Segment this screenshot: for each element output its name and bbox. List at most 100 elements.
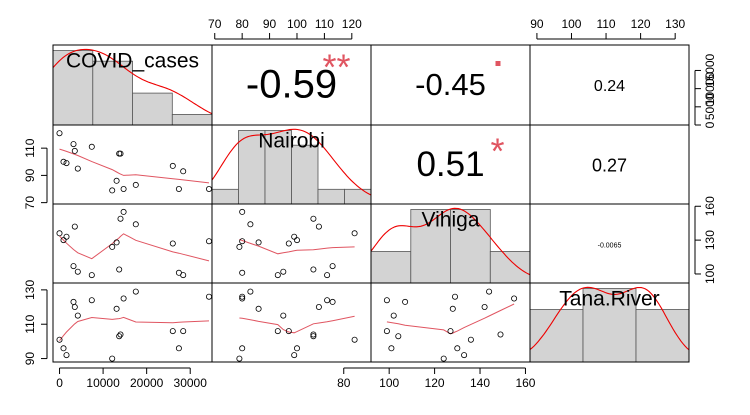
data-point [180, 272, 187, 279]
data-point [481, 303, 488, 310]
data-point [74, 165, 81, 172]
smooth-line [239, 239, 355, 255]
data-point [169, 328, 176, 335]
tick-label: 110 [23, 138, 37, 157]
tick-label: 90 [263, 17, 277, 31]
data-point [310, 331, 317, 338]
histogram-bar [529, 309, 584, 363]
tick-label: 80 [337, 376, 351, 390]
histogram-bar [92, 60, 134, 126]
data-point [239, 345, 246, 352]
histogram-panel-Vihiga: Vihiga [370, 207, 531, 284]
histogram-bar [211, 188, 239, 205]
data-point [71, 303, 78, 310]
tick-label: 30000 [174, 376, 208, 390]
data-point [169, 240, 176, 247]
correlation-value: -0.45 [415, 67, 486, 102]
histogram-panel-COVID_cases: COVID_cases [52, 48, 213, 126]
data-point [117, 215, 124, 222]
data-point [467, 336, 474, 343]
data-point [56, 130, 63, 137]
histogram-bar [171, 114, 213, 126]
histogram-bar [132, 92, 173, 126]
data-point [236, 243, 243, 250]
tick-label: 120 [425, 376, 445, 390]
panel-frame [52, 203, 213, 284]
data-point [56, 230, 63, 237]
data-point [132, 181, 139, 188]
scatter-panel-Nairobi-vs-COVID_cases [56, 130, 212, 194]
data-point [388, 345, 395, 352]
data-point [60, 237, 67, 244]
data-point [132, 221, 139, 228]
data-point [70, 263, 77, 270]
data-point [280, 312, 287, 319]
tick-label: 140 [470, 376, 490, 390]
data-point [116, 333, 123, 340]
data-point [383, 297, 390, 304]
histogram-bar [317, 188, 345, 205]
histogram-bar [370, 251, 412, 284]
data-point [236, 355, 243, 362]
data-point [329, 298, 336, 305]
tick-label: 5000 [703, 93, 717, 120]
data-point [120, 185, 127, 192]
data-point [310, 266, 317, 273]
data-point [274, 328, 281, 335]
data-point [315, 223, 322, 230]
data-point [247, 221, 254, 228]
data-point [255, 305, 262, 312]
data-point [60, 158, 67, 165]
significance-stars: ** [322, 47, 350, 88]
tick-label: 15000 [703, 53, 717, 87]
data-point [175, 185, 182, 192]
data-point [239, 208, 246, 215]
tick-label: 130 [665, 17, 685, 31]
data-point [310, 215, 317, 222]
data-point [205, 293, 212, 300]
y-axis-Nairobi: 70 90 110 [23, 138, 48, 209]
data-point [205, 185, 212, 192]
tick-label: 130 [703, 230, 717, 250]
data-point [74, 268, 81, 275]
correlation-value: -0.0065 [598, 242, 622, 249]
data-point [497, 331, 504, 338]
tick-label: 110 [23, 314, 37, 333]
data-point [285, 328, 292, 335]
tick-label: 120 [342, 17, 362, 31]
x-axis-Vihiga: 80 100 120 140 160 [337, 367, 536, 390]
data-point [461, 352, 468, 359]
panel-frame [529, 282, 690, 363]
tick-label: 160 [515, 376, 535, 390]
data-point [63, 233, 70, 240]
data-point [310, 333, 317, 340]
data-point [113, 305, 120, 312]
panel-frame [370, 282, 531, 363]
data-point [315, 303, 322, 310]
data-point [120, 295, 127, 302]
tick-label: 100 [379, 376, 399, 390]
panel-frame [211, 282, 372, 363]
data-point [113, 239, 120, 246]
variable-label: Vihiga [422, 209, 480, 232]
correlation-panel-COVID_cases-Nairobi: -0.59** [246, 47, 351, 107]
data-point [511, 295, 518, 302]
data-point [329, 263, 336, 270]
panels-group: COVID_casesNairobiVihigaTana.River-0.59*… [52, 47, 690, 363]
data-point [324, 272, 331, 279]
correlation-panel-COVID_cases-Vihiga: -0.45 [415, 61, 501, 102]
data-point [440, 355, 447, 362]
scatter-panel-Tana.River-vs-Nairobi [236, 288, 358, 362]
data-point [447, 328, 454, 335]
tick-label: 110 [596, 17, 615, 31]
significance-dot [495, 61, 501, 66]
smooth-line [59, 148, 210, 184]
data-point [63, 160, 70, 167]
data-point [117, 150, 124, 157]
data-point [88, 143, 95, 150]
data-point [71, 147, 78, 154]
tick-label: 90 [23, 168, 37, 182]
tick-label: 10000 [703, 72, 717, 106]
data-point [280, 268, 287, 275]
